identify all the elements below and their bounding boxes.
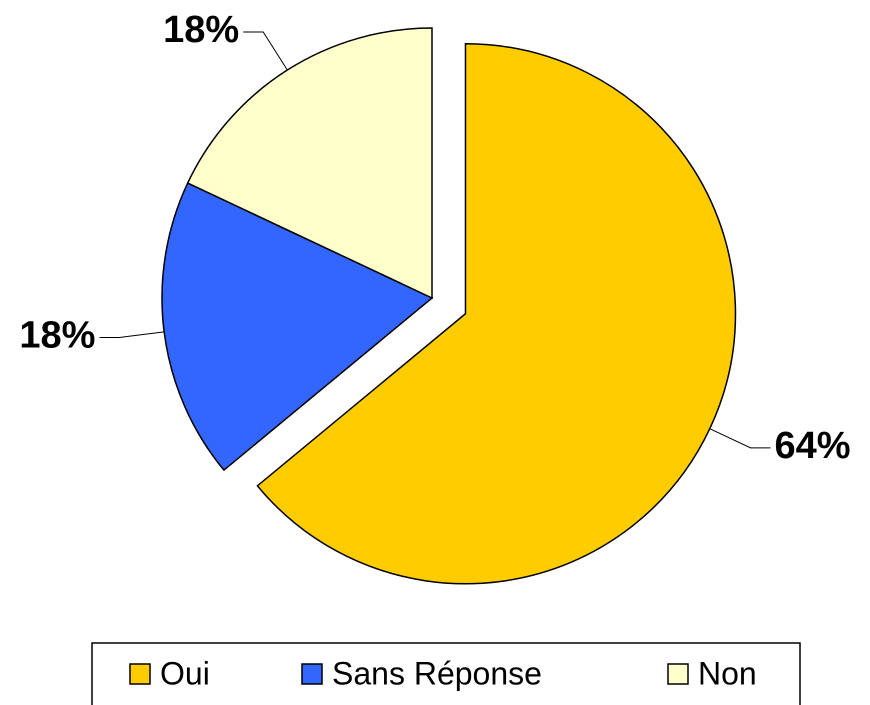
- leader-line: [709, 428, 771, 449]
- leader-line: [99, 331, 165, 338]
- value-label: 18%: [19, 315, 95, 357]
- leader-line: [243, 31, 288, 71]
- value-label: 18%: [163, 9, 239, 51]
- legend-label: Sans Réponse: [332, 655, 542, 691]
- legend-label: Non: [698, 655, 757, 691]
- pie-slice: [186, 27, 433, 300]
- legend-label: Oui: [160, 655, 210, 691]
- pie-slice: [161, 182, 434, 472]
- legend-swatch: [129, 663, 151, 685]
- legend-swatch: [667, 663, 689, 685]
- legend-swatch: [301, 663, 323, 685]
- value-label: 64%: [774, 425, 850, 467]
